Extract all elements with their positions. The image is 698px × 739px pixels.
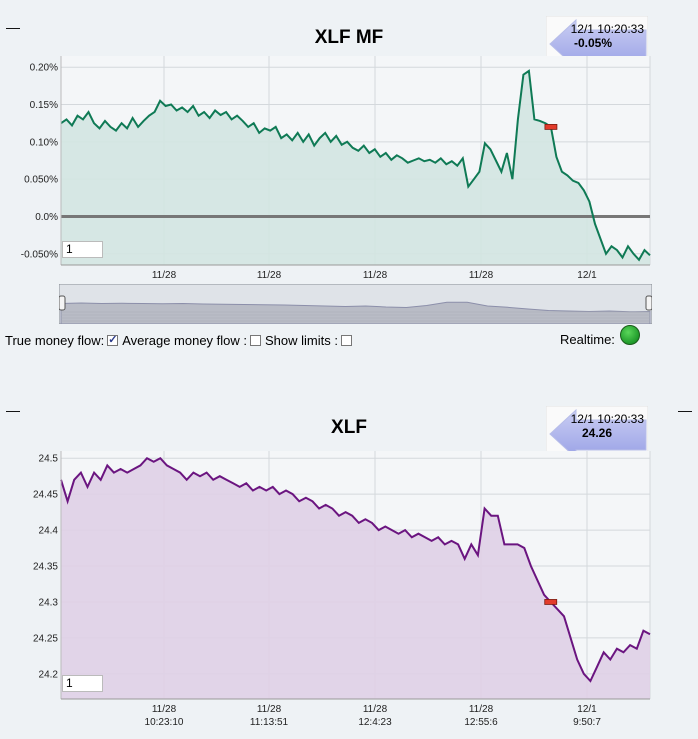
realtime-label: Realtime: bbox=[560, 332, 615, 347]
tooltip-arrow-shape bbox=[546, 406, 648, 458]
y-tick-label: 24.3 bbox=[39, 597, 59, 608]
y-tick-label: 24.4 bbox=[39, 526, 59, 537]
y-tick-label: -0.050% bbox=[21, 249, 58, 260]
chart-title-mf: XLF MF bbox=[314, 27, 384, 48]
tooltip-price: 12/1 10:20:33 24.26 bbox=[546, 406, 648, 458]
true-mf-label: True money flow: bbox=[5, 333, 105, 349]
y-tick-label: 0.050% bbox=[24, 175, 58, 186]
x-tick-time: 9:50:7 bbox=[573, 717, 601, 728]
show-limits-checkbox[interactable] bbox=[340, 335, 352, 347]
avg-mf-label: Average money flow : bbox=[122, 333, 248, 349]
tooltip-time: 12/1 10:20:33 bbox=[570, 412, 644, 426]
show-limits-label: Show limits : bbox=[265, 333, 338, 349]
tooltip-value: 24.26 bbox=[581, 426, 612, 440]
collapse-mark[interactable]: — bbox=[6, 402, 20, 418]
y-tick-label: 24.2 bbox=[39, 669, 59, 680]
x-tick-time: 11:13:51 bbox=[250, 717, 289, 728]
y-tick-label: 0.15% bbox=[30, 100, 58, 111]
navigator-handle-left[interactable] bbox=[59, 295, 66, 311]
time-navigator[interactable] bbox=[59, 284, 652, 324]
x-tick-date: 11/28 bbox=[469, 704, 494, 715]
series-area bbox=[61, 458, 650, 699]
y-tick-label: 24.45 bbox=[33, 490, 58, 501]
x-tick-date: 11/28 bbox=[257, 704, 282, 715]
x-tick-date: 12/1 bbox=[577, 704, 597, 715]
x-tick-date: 11/28 bbox=[257, 270, 282, 281]
tooltip-time: 12/1 10:20:33 bbox=[570, 22, 644, 36]
true-mf-checkbox[interactable] bbox=[107, 333, 119, 347]
zoom-input-price[interactable]: 1 bbox=[62, 675, 103, 692]
collapse-mark[interactable]: — bbox=[6, 19, 20, 35]
x-tick-time: 10:23:10 bbox=[145, 717, 184, 728]
mf-plot[interactable]: 0.20%0.15%0.10%0.050%0.0%-0.050%11/2810:… bbox=[0, 0, 698, 330]
chart-title-price: XLF bbox=[331, 417, 367, 438]
controls-row: True money flow: Average money flow : Show… bbox=[5, 332, 356, 348]
x-tick-date: 11/28 bbox=[363, 270, 388, 281]
series-line bbox=[60, 69, 651, 262]
y-tick-label: 0.0% bbox=[35, 212, 58, 223]
realtime-indicator-icon[interactable] bbox=[620, 325, 640, 345]
x-tick-date: 11/28 bbox=[152, 704, 177, 715]
collapse-mark-right[interactable]: — bbox=[678, 402, 692, 418]
y-tick-label: 24.35 bbox=[33, 562, 58, 573]
x-tick-date: 11/28 bbox=[363, 704, 388, 715]
x-tick-date: 11/28 bbox=[469, 270, 494, 281]
navigator-handle-right[interactable] bbox=[645, 295, 652, 311]
y-tick-label: 0.10% bbox=[30, 137, 58, 148]
x-tick-date: 11/28 bbox=[152, 270, 177, 281]
y-tick-label: 24.5 bbox=[39, 454, 59, 465]
y-tick-label: 24.25 bbox=[33, 633, 58, 644]
x-tick-time: 12:55:6 bbox=[464, 717, 498, 728]
x-tick-time: 12:4:23 bbox=[358, 717, 392, 728]
current-point-marker bbox=[544, 124, 558, 130]
current-point-marker bbox=[544, 599, 558, 605]
avg-mf-checkbox[interactable] bbox=[250, 335, 262, 347]
y-tick-label: 0.20% bbox=[30, 63, 58, 74]
x-tick-date: 12/1 bbox=[577, 270, 597, 281]
navigator-series bbox=[60, 301, 651, 324]
tooltip-value: -0.05% bbox=[573, 36, 612, 50]
zoom-input-mf[interactable]: 1 bbox=[62, 241, 103, 258]
